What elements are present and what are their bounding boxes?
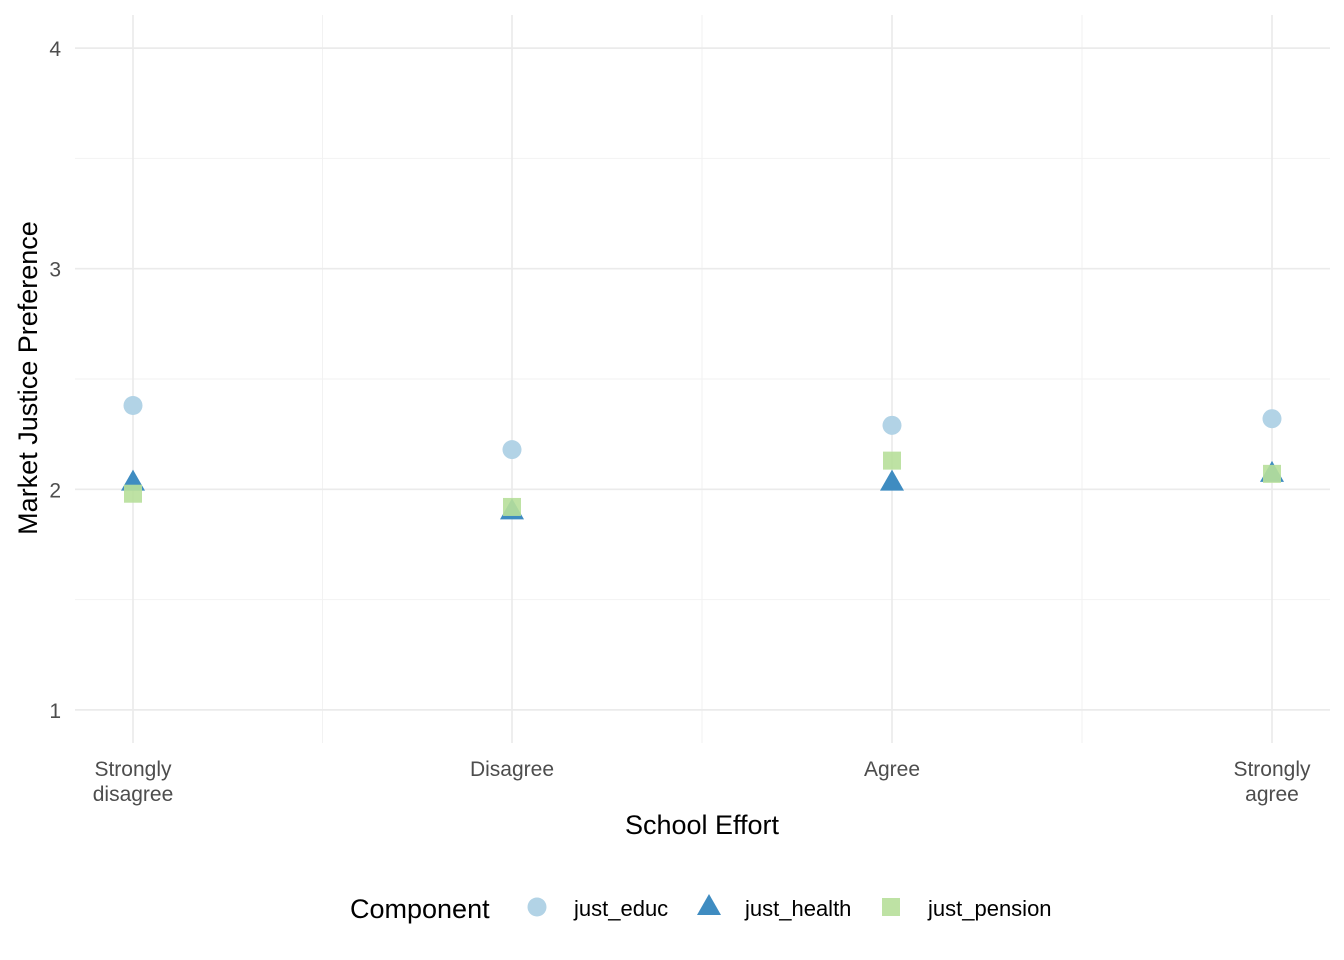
x-tick-label: Strongly agree bbox=[1233, 758, 1311, 806]
point-just_educ bbox=[123, 395, 143, 415]
y-axis-ticks: 1 2 3 4 bbox=[49, 38, 61, 723]
point-just_pension bbox=[1263, 464, 1281, 483]
legend-title: Component bbox=[350, 894, 490, 924]
x-axis-ticks: Strongly disagree Disagree Agree Strongly agr… bbox=[93, 758, 1311, 806]
legend-key-just_pension bbox=[882, 898, 900, 916]
legend: Component just_educ just_health just_pensi… bbox=[350, 893, 1052, 924]
point-just_pension bbox=[883, 451, 901, 470]
point-just_pension bbox=[124, 484, 142, 503]
point-just_educ bbox=[502, 440, 522, 460]
x-tick-label: Agree bbox=[864, 758, 920, 781]
legend-key-just_educ bbox=[527, 897, 547, 917]
x-tick-label: Strongly disagree bbox=[93, 758, 174, 806]
y-tick-label: 2 bbox=[49, 479, 61, 502]
legend-label-just_pension: just_pension bbox=[927, 896, 1052, 921]
y-axis-title: Market Justice Preference bbox=[13, 221, 43, 535]
y-tick-label: 3 bbox=[49, 259, 61, 282]
grid bbox=[75, 15, 1330, 743]
y-tick-label: 4 bbox=[49, 38, 61, 61]
y-tick-label: 1 bbox=[49, 700, 61, 723]
legend-key-just_health bbox=[697, 893, 721, 915]
point-just_educ bbox=[882, 415, 902, 435]
x-axis-title: School Effort bbox=[625, 810, 780, 840]
point-just_health bbox=[880, 469, 904, 491]
legend-label-just_health: just_health bbox=[744, 896, 851, 921]
data-points bbox=[121, 395, 1284, 520]
point-just_educ bbox=[1262, 409, 1282, 429]
x-tick-label: Disagree bbox=[470, 758, 554, 781]
legend-label-just_educ: just_educ bbox=[573, 896, 668, 921]
point-just_pension bbox=[503, 497, 521, 516]
